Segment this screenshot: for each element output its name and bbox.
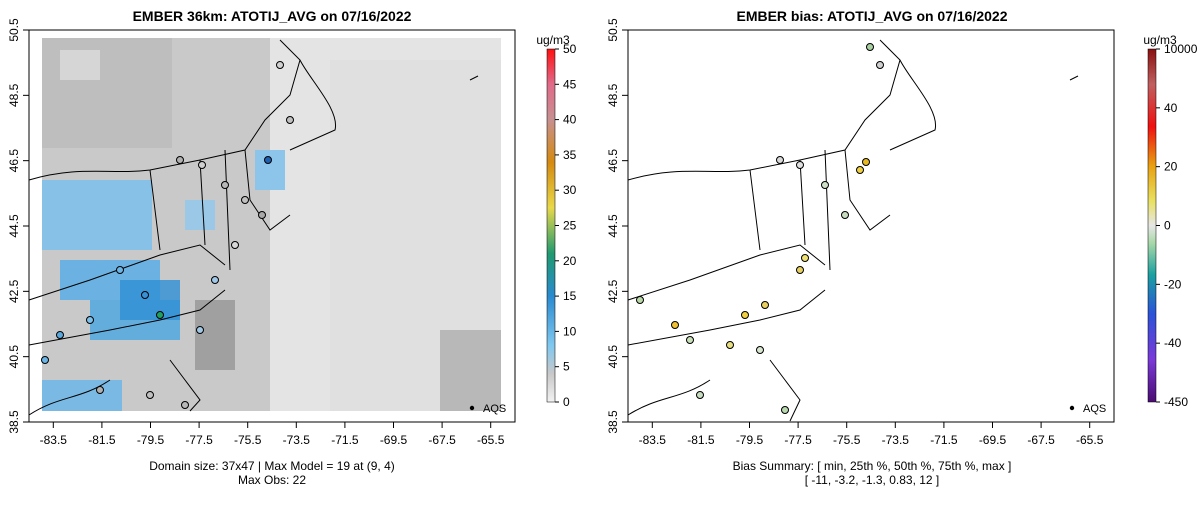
x-tick-label: -67.5	[428, 433, 456, 447]
state-borders-bias	[627, 39, 1079, 422]
station-markers-concentration	[41, 61, 294, 409]
x-tick-label: -83.5	[639, 433, 667, 447]
x-tick-label: -81.5	[687, 433, 715, 447]
y-tick-label: 38.5	[606, 410, 620, 434]
x-tick-label: -81.5	[88, 433, 116, 447]
y-tick-label: 42.5	[606, 279, 620, 303]
chart-title-bias: EMBER bias: ATOTIJ_AVG on 07/16/2022	[736, 8, 1007, 24]
footer-max-obs: Max Obs: 22	[238, 473, 306, 487]
x-tick-label: -67.5	[1027, 433, 1055, 447]
x-tick-label: -65.5	[1076, 433, 1104, 447]
colorbar-tick-label: 10000	[1164, 42, 1198, 56]
y-tick-label: 44.5	[7, 214, 21, 238]
x-tick-label: -79.5	[736, 433, 764, 447]
footer-bias-summary-values: [ -11, -3.2, -1.3, 0.83, 12 ]	[805, 473, 940, 487]
x-tick-label: -83.5	[40, 433, 68, 447]
colorbar-tick-label: 20	[563, 254, 577, 268]
colorbar-concentration: ug/m3 0 5 10 15 20 25 30 35 40 45 50	[536, 33, 576, 409]
legend-marker-concentration	[469, 405, 475, 411]
y-tick-label: 46.5	[7, 149, 21, 173]
y-tick-label: 50.5	[606, 18, 620, 42]
colorbar-unit-bias: ug/m3	[1143, 33, 1177, 47]
panel-bias: EMBER bias: ATOTIJ_AVG on 07/16/2022	[606, 8, 1198, 487]
y-tick-label: 50.5	[7, 18, 21, 42]
colorbar-tick-label: 20	[1164, 160, 1178, 174]
x-axis-concentration: -83.5 -81.5 -79.5 -77.5 -75.5 -73.5 -71.5 -69.5…	[40, 422, 505, 447]
y-tick-label: 38.5	[7, 410, 21, 434]
footer-domain-summary: Domain size: 37x47 | Max Model = 19 at (…	[149, 459, 395, 473]
colorbar-tick-label: 0	[1164, 219, 1171, 233]
x-tick-label: -73.5	[882, 433, 910, 447]
y-tick-label: 40.5	[7, 345, 21, 369]
colorbar-tick-label: 30	[563, 183, 577, 197]
colorbar-tick-label: -40	[1164, 336, 1182, 350]
legend-marker-bias	[1069, 405, 1075, 411]
x-tick-label: -69.5	[979, 433, 1007, 447]
x-tick-label: -71.5	[930, 433, 958, 447]
chart-title-concentration: EMBER 36km: ATOTIJ_AVG on 07/16/2022	[133, 8, 412, 24]
colorbar-tick-label: 45	[563, 77, 577, 91]
x-tick-label: -71.5	[331, 433, 359, 447]
colorbar-tick-label: -450	[1164, 395, 1188, 409]
colorbar-tick-label: 15	[563, 289, 577, 303]
x-tick-label: -79.5	[137, 433, 165, 447]
model-grid-concentration	[42, 38, 501, 411]
x-tick-label: -65.5	[477, 433, 505, 447]
colorbar-tick-label: 40	[1164, 101, 1178, 115]
colorbar-unit-concentration: ug/m3	[536, 33, 570, 47]
x-tick-label: -77.5	[784, 433, 812, 447]
plot-frame-bias	[627, 29, 1115, 423]
x-tick-label: -77.5	[185, 433, 213, 447]
y-tick-label: 48.5	[7, 83, 21, 107]
colorbar-tick-label: -20	[1164, 277, 1182, 291]
colorbar-tick-label: 25	[563, 219, 577, 233]
colorbar-tick-label: 35	[563, 148, 577, 162]
x-tick-label: -75.5	[234, 433, 262, 447]
legend-bias: AQS	[1069, 403, 1106, 415]
x-axis-bias: -83.5 -81.5 -79.5 -77.5 -75.5 -73.5 -71.5 -69.5…	[639, 422, 1104, 447]
y-tick-label: 46.5	[606, 149, 620, 173]
y-axis-concentration: 38.5 40.5 42.5 44.5 46.5 48.5 50.5	[7, 18, 29, 434]
x-tick-label: -69.5	[380, 433, 408, 447]
colorbar-tick-label: 0	[563, 395, 570, 409]
colorbar-tick-label: 5	[563, 360, 570, 374]
station-markers-bias	[636, 43, 884, 414]
colorbar-tick-label: 50	[563, 42, 577, 56]
panel-concentration: EMBER 36km: ATOTIJ_AVG on 07/16/2022	[7, 8, 577, 487]
y-tick-label: 48.5	[606, 83, 620, 107]
colorbar-bias: ug/m3 10000 40 20 0 -20 -40 -450	[1143, 33, 1197, 409]
x-tick-label: -73.5	[283, 433, 311, 447]
legend-label-concentration: AQS	[483, 403, 506, 415]
legend-concentration: AQS	[469, 403, 506, 415]
colorbar-tick-label: 10	[563, 324, 577, 338]
y-tick-label: 40.5	[606, 345, 620, 369]
y-axis-bias: 38.5 40.5 42.5 44.5 46.5 48.5 50.5	[606, 18, 628, 434]
legend-label-bias: AQS	[1083, 403, 1106, 415]
y-tick-label: 44.5	[606, 214, 620, 238]
y-tick-label: 42.5	[7, 279, 21, 303]
x-tick-label: -75.5	[833, 433, 861, 447]
colorbar-tick-label: 40	[563, 113, 577, 127]
footer-bias-summary-header: Bias Summary: [ min, 25th %, 50th %, 75t…	[733, 459, 1012, 473]
